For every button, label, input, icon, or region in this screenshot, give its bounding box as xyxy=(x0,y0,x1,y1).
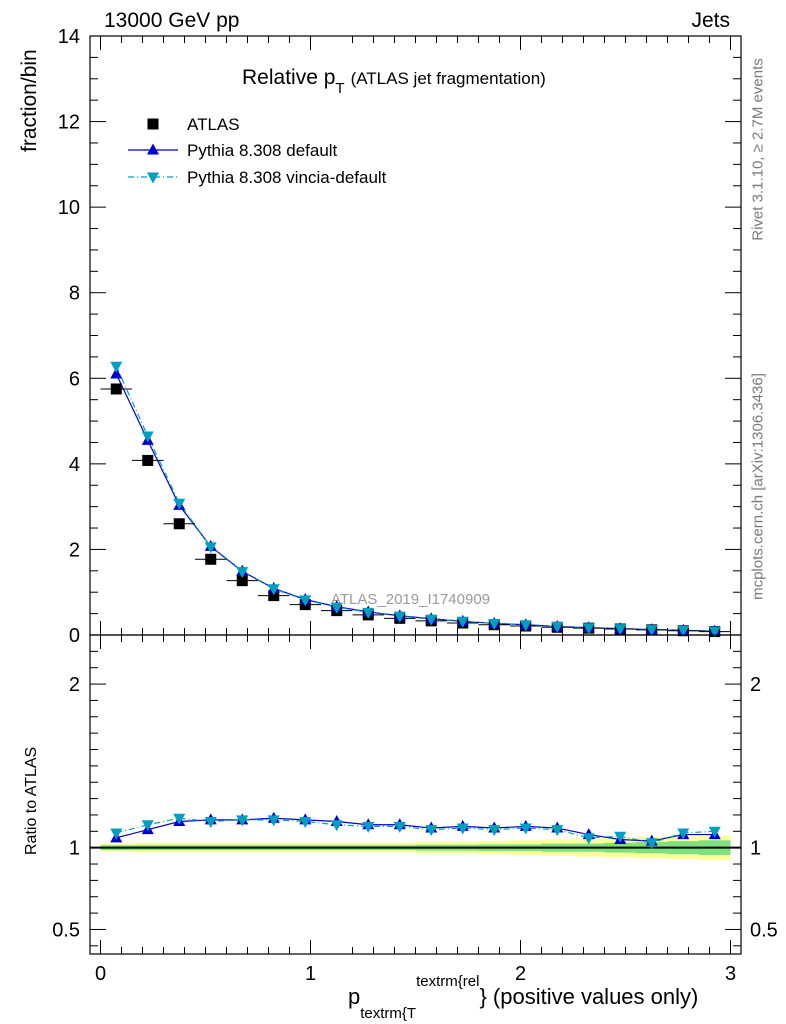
x-tick-label: 0 xyxy=(95,963,106,985)
ratio-data-point xyxy=(236,815,249,827)
ratio-data-point xyxy=(362,821,375,833)
main-data-point xyxy=(393,611,406,623)
main-data-point xyxy=(330,602,343,614)
main-title: Relative pT(ATLAS jet fragmentation) xyxy=(242,66,546,97)
main-y-tick-label: 10 xyxy=(58,197,80,219)
legend-marker xyxy=(147,118,159,130)
ratio-y-axis-label: Ratio to ATLAS xyxy=(23,747,40,855)
ratio-data-point xyxy=(677,828,690,840)
main-y-tick-label: 14 xyxy=(58,26,80,48)
main-data-point xyxy=(204,542,217,554)
legend-marker xyxy=(147,172,159,184)
ratio-data-point xyxy=(614,831,627,843)
ratio-y-tick-label: 0.5 xyxy=(52,919,80,941)
ratio-data-point xyxy=(330,820,343,832)
main-data-point xyxy=(110,383,122,395)
ratio-data-point xyxy=(267,815,280,827)
main-data-point xyxy=(236,575,248,587)
header-category-label: Jets xyxy=(691,9,730,32)
x-axis-label-subscript: textrm{T xyxy=(360,1005,416,1022)
ratio-data-point xyxy=(456,823,469,835)
main-y-tick-label: 12 xyxy=(58,112,80,134)
ratio-series-line xyxy=(116,817,715,842)
ratio-data-point xyxy=(645,838,658,850)
main-y-tick-label: 2 xyxy=(69,539,80,561)
main-data-point xyxy=(299,595,312,607)
main-data-point xyxy=(488,618,501,630)
ratio-data-point xyxy=(299,816,312,828)
x-tick-label: 2 xyxy=(515,963,526,985)
main-data-point xyxy=(614,624,627,636)
main-data-point xyxy=(267,584,280,596)
main-data-point xyxy=(582,623,595,635)
ratio-data-point xyxy=(173,813,186,825)
ratio-y-tick-label-right: 0.5 xyxy=(750,919,778,941)
legend: ATLAS Pythia 8.308 default Pythia 8.308 vi… xyxy=(128,115,387,187)
main-data-point xyxy=(142,454,154,466)
main-y-axis-label: fraction/bin xyxy=(18,49,41,152)
main-y-tick-label: 4 xyxy=(69,454,80,476)
main-data-point xyxy=(110,361,123,373)
ratio-panel: 0 1 2 3 0.5 0.5 1 1 2 2 xyxy=(52,634,778,985)
legend-label: Pythia 8.308 vincia-default xyxy=(187,168,387,187)
legend-marker xyxy=(147,143,159,155)
legend-label: ATLAS xyxy=(187,115,240,134)
main-data-point xyxy=(677,625,690,637)
ratio-data-point xyxy=(488,825,501,837)
main-data-point xyxy=(551,621,564,633)
ratio-data-point xyxy=(110,828,123,840)
x-tick-label: 3 xyxy=(725,963,736,985)
main-y-tick-label: 8 xyxy=(69,283,80,305)
ratio-data-point xyxy=(393,821,406,833)
main-data-point xyxy=(645,625,658,637)
ratio-data-point xyxy=(708,826,721,838)
ratio-data-point xyxy=(204,816,217,828)
header-process-label: 13000 GeV pp xyxy=(104,9,240,32)
main-data-point xyxy=(205,553,217,565)
x-tick-label: 1 xyxy=(305,963,316,985)
legend-label: Pythia 8.308 default xyxy=(187,141,338,160)
analysis-id-label: ATLAS_2019_I1740909 xyxy=(331,591,490,608)
main-data-point xyxy=(268,590,280,602)
main-y-tick-label: 6 xyxy=(69,368,80,390)
ratio-y-tick-label-right: 1 xyxy=(750,838,761,860)
x-axis-label-superscript: textrm{rel xyxy=(416,973,479,990)
main-y-tick-label: 0 xyxy=(69,625,80,647)
main-data-point xyxy=(110,367,123,379)
ratio-data-point xyxy=(582,833,595,845)
ratio-frame xyxy=(89,634,742,955)
main-data-point xyxy=(173,498,186,510)
main-data-point xyxy=(141,431,154,443)
ratio-y-tick-label-right: 2 xyxy=(750,674,761,696)
main-data-point xyxy=(173,518,185,530)
ratio-data-point xyxy=(425,825,438,837)
ratio-data-point xyxy=(519,823,532,835)
main-data-point xyxy=(362,607,375,619)
ratio-series-line xyxy=(116,817,715,844)
main-title-tail: (ATLAS jet fragmentation) xyxy=(351,69,546,88)
main-data-point xyxy=(236,567,249,579)
ratio-y-tick-label: 1 xyxy=(69,838,80,860)
main-data-point xyxy=(456,616,469,628)
main-data-point xyxy=(519,620,532,632)
x-axis-label-tail: } (positive values only) xyxy=(479,984,698,1009)
ratio-y-tick-label: 2 xyxy=(69,674,80,696)
ratio-data-point xyxy=(141,820,154,832)
main-data-point xyxy=(425,614,438,626)
x-axis-label: ptextrm{Ttextrm{rel} (positive values on… xyxy=(348,973,698,1022)
ratio-data-point xyxy=(551,825,564,837)
main-title-subscript: T xyxy=(335,80,344,97)
main-data-point xyxy=(708,626,721,638)
